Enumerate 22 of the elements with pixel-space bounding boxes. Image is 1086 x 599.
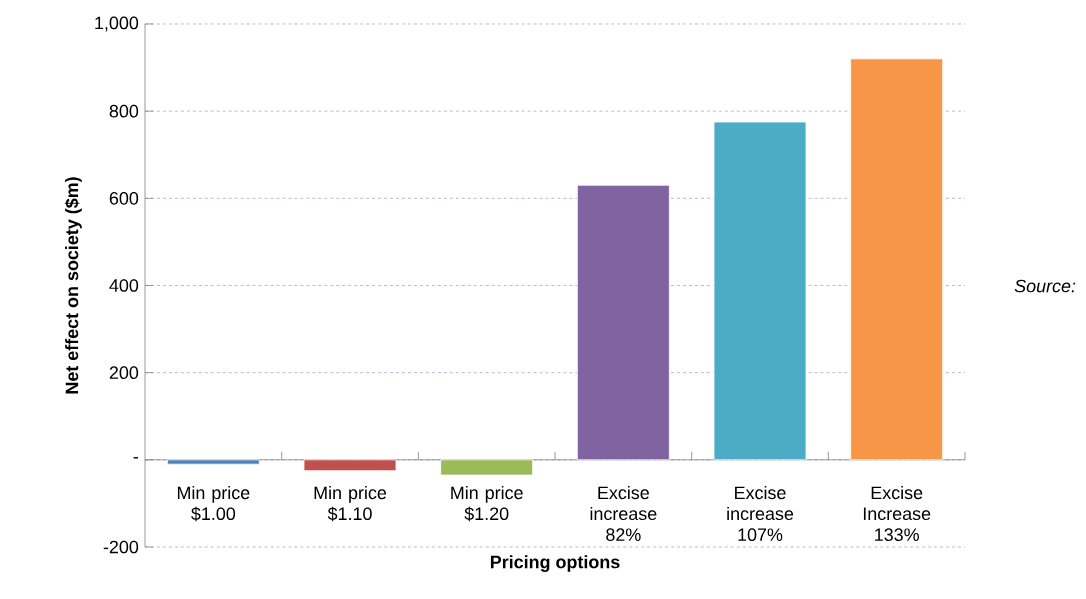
y-tick-label: 200 (109, 366, 139, 379)
x-tick-label: Min price $1.00 (177, 485, 250, 522)
bar (850, 58, 944, 461)
y-tick-label: 400 (109, 279, 139, 292)
x-tick-label: Excise increase 107% (727, 485, 794, 541)
source-note: Source: (1014, 279, 1076, 293)
bar (166, 459, 260, 465)
y-tick-label: 800 (109, 104, 139, 118)
x-tick-label: Excise increase 82% (590, 485, 657, 541)
bar (440, 459, 534, 476)
x-tick-label: Min price $1.20 (451, 485, 523, 522)
y-axis-title: Net effect on society ($m) (64, 177, 82, 394)
y-tick-label: - (133, 457, 139, 459)
bar (303, 459, 397, 472)
bar (576, 184, 670, 461)
y-tick-label: 600 (109, 191, 139, 205)
x-tick-label: Min price $1.10 (314, 485, 387, 522)
x-axis-title: Pricing options (490, 555, 620, 572)
y-tick-label: 1,000 (95, 16, 139, 32)
x-tick-label: Excise Increase 133% (863, 485, 931, 541)
bar (713, 121, 807, 461)
y-tick-label: -200 (103, 540, 139, 554)
